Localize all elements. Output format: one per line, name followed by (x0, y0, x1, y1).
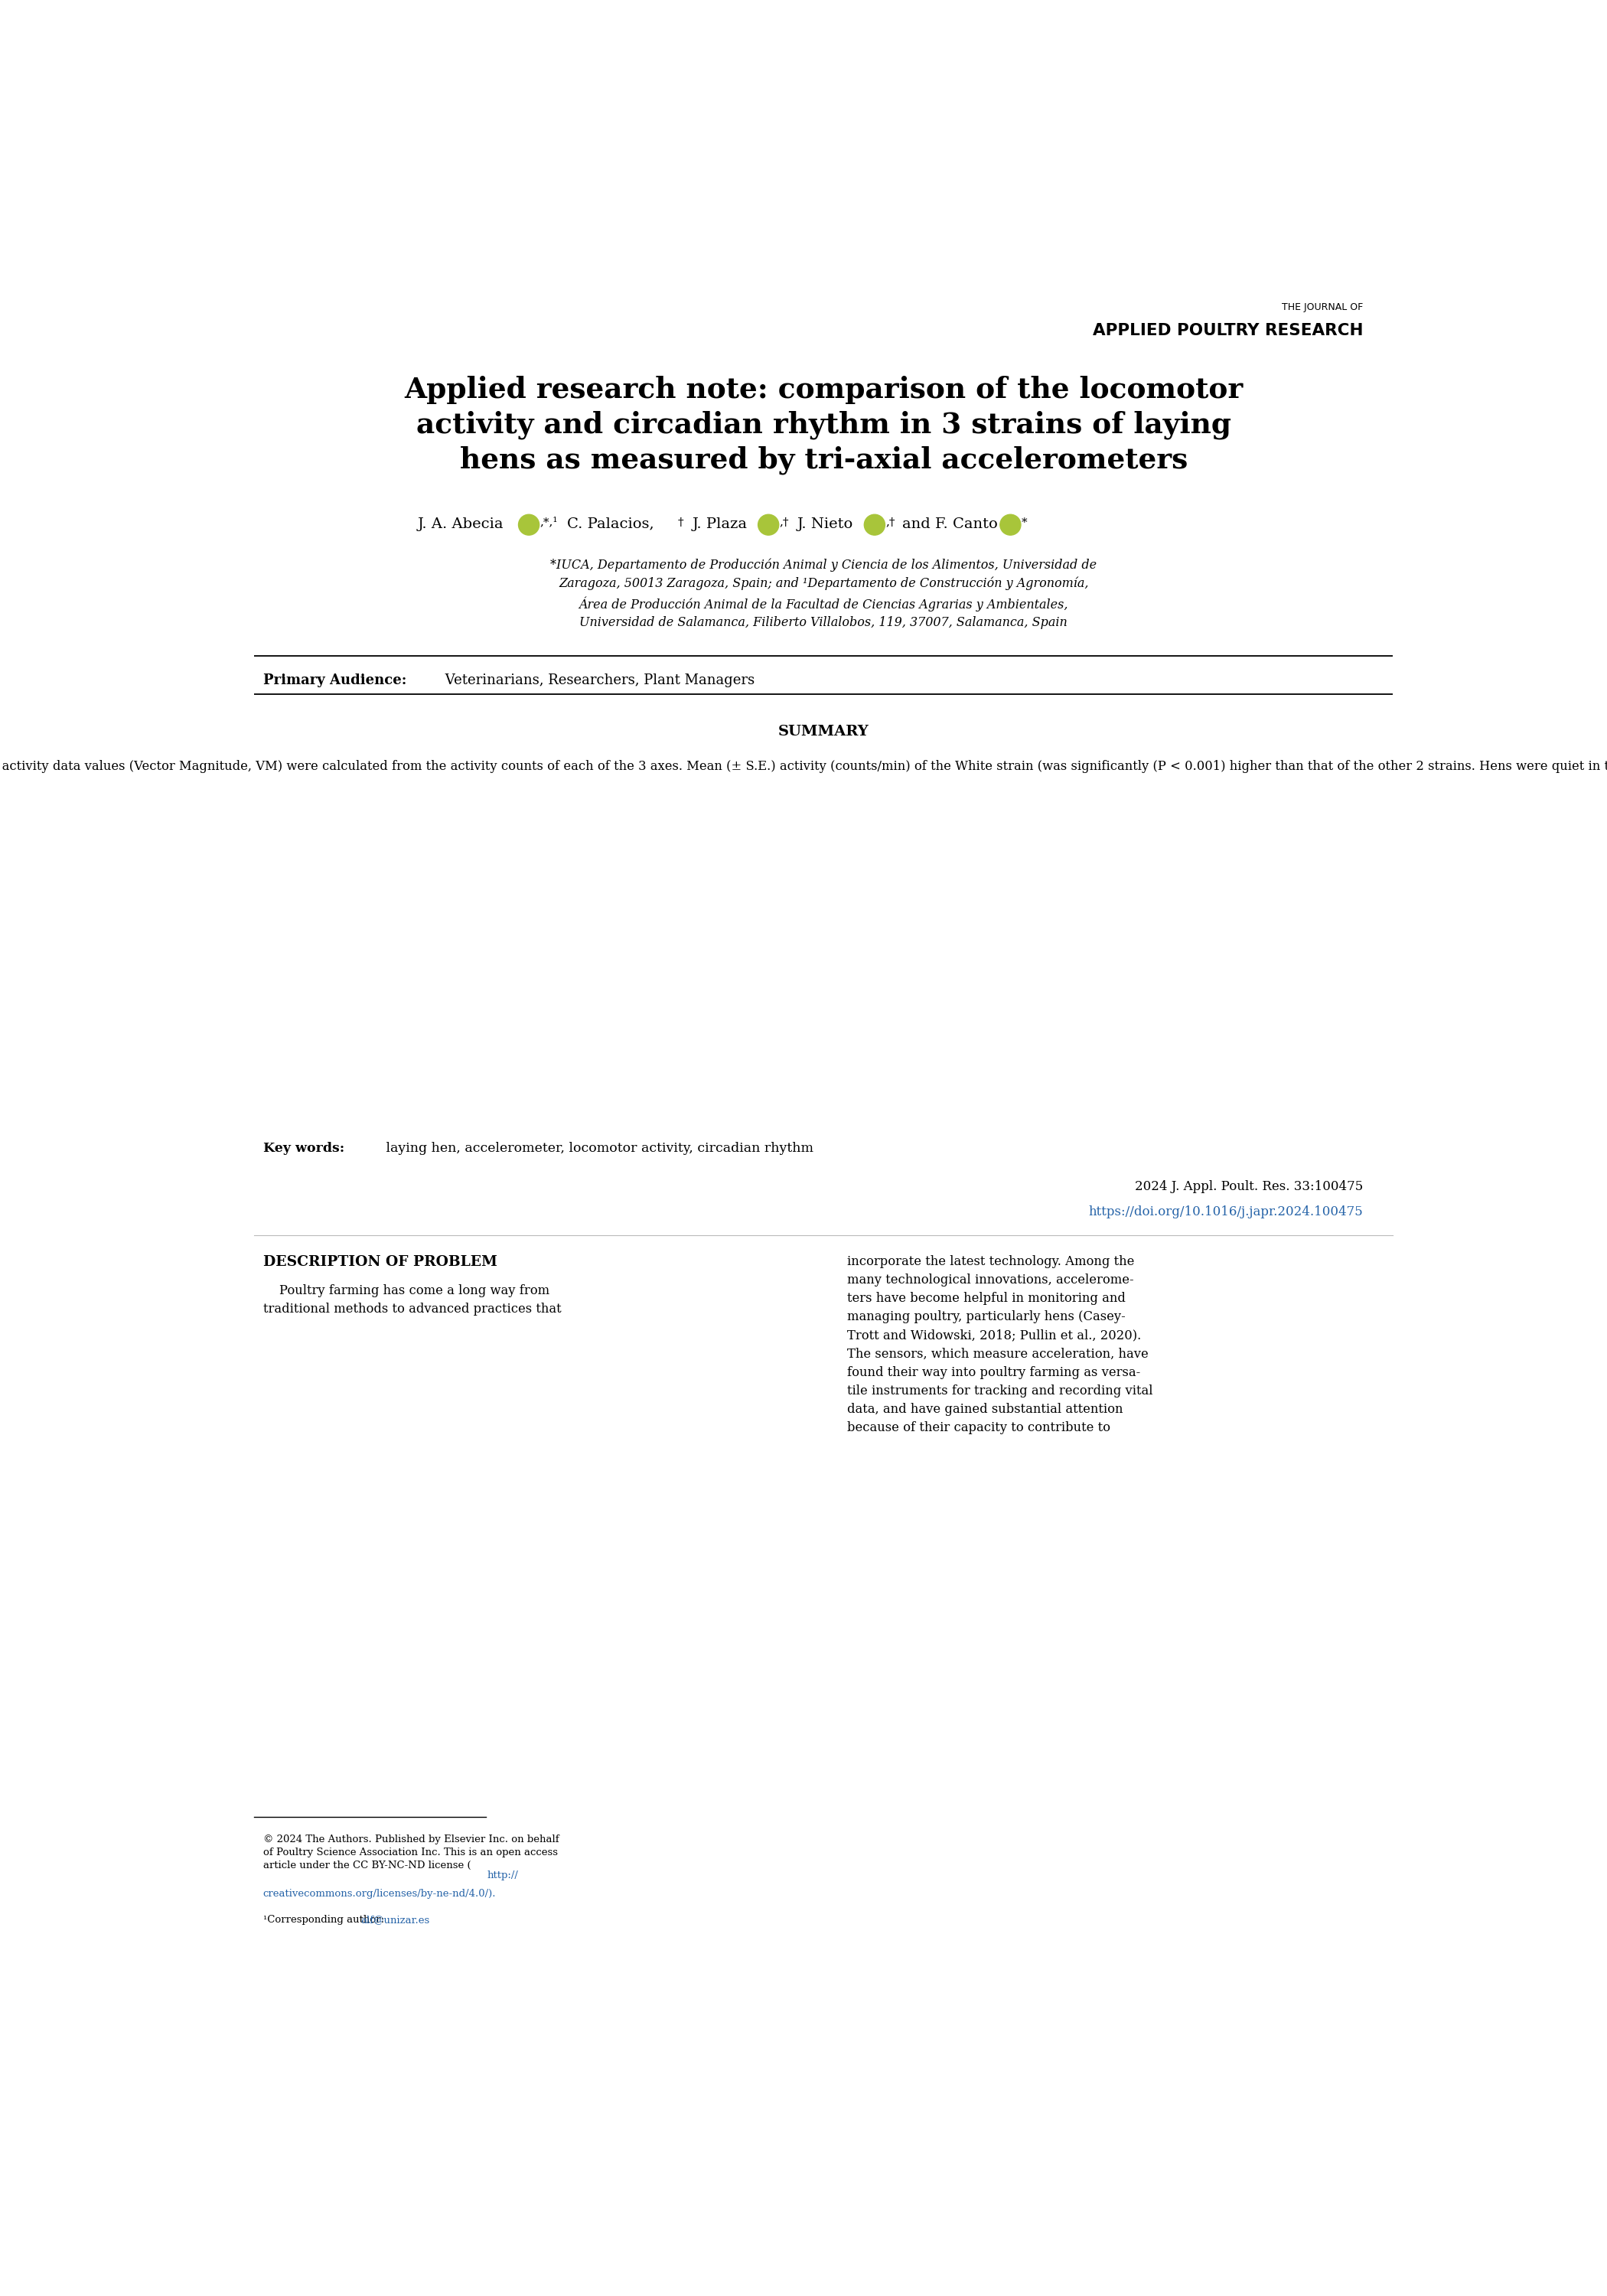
Text: © 2024 The Authors. Published by Elsevier Inc. on behalf
of Poultry Science Asso: © 2024 The Authors. Published by Elsevie… (264, 1835, 559, 1871)
Text: ¹Corresponding author:: ¹Corresponding author: (264, 1915, 387, 1924)
Text: laying hen, accelerometer, locomotor activity, circadian rhythm: laying hen, accelerometer, locomotor act… (382, 1141, 813, 1155)
Text: *IUCA, Departamento de Producción Animal y Ciencia de los Alimentos, Universidad: *IUCA, Departamento de Producción Animal… (550, 558, 1098, 629)
Text: †: † (678, 517, 683, 528)
Text: *: * (1022, 517, 1027, 528)
Text: Poultry farming has come a long way from
traditional methods to advanced practic: Poultry farming has come a long way from… (264, 1283, 561, 1316)
Text: iD: iD (525, 521, 534, 528)
Circle shape (759, 514, 779, 535)
Circle shape (865, 514, 885, 535)
Text: 2024 J. Appl. Poult. Res. 33:100475: 2024 J. Appl. Poult. Res. 33:100475 (1135, 1180, 1363, 1194)
Text: ,†: ,† (885, 517, 895, 528)
Text: creativecommons.org/licenses/by-ne-nd/4.0/).: creativecommons.org/licenses/by-ne-nd/4.… (264, 1890, 497, 1899)
Text: Applied research note: comparison of the locomotor
activity and circadian rhythm: Applied research note: comparison of the… (403, 377, 1244, 475)
Text: C. Palacios,: C. Palacios, (567, 517, 654, 530)
Text: iD: iD (871, 521, 879, 528)
Text: Veterinarians, Researchers, Plant Managers: Veterinarians, Researchers, Plant Manage… (440, 673, 755, 687)
Text: The objective of this study was to use tri-axial accelerometers to quantify circ: The objective of this study was to use t… (0, 760, 1607, 774)
Text: APPLIED POULTRY RESEARCH: APPLIED POULTRY RESEARCH (1093, 324, 1363, 338)
Text: and F. Canto: and F. Canto (902, 517, 998, 530)
Text: http://: http:// (487, 1871, 519, 1880)
Text: DESCRIPTION OF PROBLEM: DESCRIPTION OF PROBLEM (264, 1256, 497, 1270)
Text: iD: iD (765, 521, 773, 528)
Text: ,*,¹: ,*,¹ (540, 517, 558, 528)
Text: incorporate the latest technology. Among the
many technological innovations, acc: incorporate the latest technology. Among… (847, 1256, 1154, 1435)
Circle shape (1000, 514, 1020, 535)
Text: SUMMARY: SUMMARY (778, 726, 869, 739)
Text: J. A. Abecia: J. A. Abecia (418, 517, 503, 530)
Text: J. Nieto: J. Nieto (797, 517, 853, 530)
Circle shape (519, 514, 540, 535)
Text: alf@unizar.es: alf@unizar.es (362, 1915, 431, 1924)
Text: article under the CC BY-NC-ND license (: article under the CC BY-NC-ND license ( (264, 1871, 471, 1880)
Text: iD: iD (1006, 521, 1014, 528)
Text: https://doi.org/10.1016/j.japr.2024.100475: https://doi.org/10.1016/j.japr.2024.1004… (1090, 1205, 1363, 1219)
Text: THE JOURNAL OF: THE JOURNAL OF (1282, 303, 1363, 312)
Text: J. Plaza: J. Plaza (693, 517, 747, 530)
Text: ,†: ,† (779, 517, 789, 528)
Text: Primary Audience:: Primary Audience: (264, 673, 407, 687)
Text: Key words:: Key words: (264, 1141, 344, 1155)
